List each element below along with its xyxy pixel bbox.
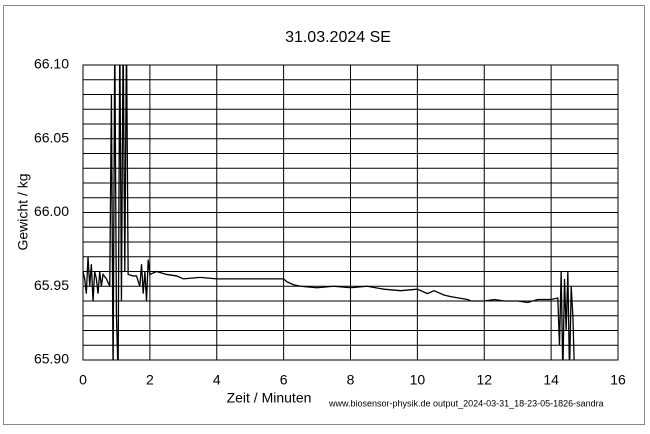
y-axis-label: Gewicht / kg [15, 173, 31, 250]
chart-frame [3, 5, 645, 425]
x-axis-label: Zeit / Minuten [227, 390, 312, 406]
data-line [83, 65, 575, 360]
footnote: www.biosensor-physik.de output_2024-03-3… [328, 398, 604, 408]
x-tick-label: 10 [410, 372, 426, 388]
x-tick-label: 12 [476, 372, 492, 388]
x-tick-label: 4 [213, 372, 221, 388]
x-tick-label: 16 [610, 372, 626, 388]
x-tick-label: 8 [347, 372, 355, 388]
y-tick-label: 66.05 [34, 129, 69, 145]
chart-title: 31.03.2024 SE [285, 29, 391, 46]
y-tick-label: 65.90 [34, 351, 69, 367]
x-tick-label: 14 [543, 372, 559, 388]
y-tick-label: 66.00 [34, 203, 69, 219]
plot-frame [82, 64, 619, 361]
x-tick-label: 0 [79, 372, 87, 388]
y-tick-label: 65.95 [34, 277, 69, 293]
x-tick-label: 2 [146, 372, 154, 388]
y-tick-label: 66.10 [34, 56, 69, 72]
x-tick-label: 6 [280, 372, 288, 388]
